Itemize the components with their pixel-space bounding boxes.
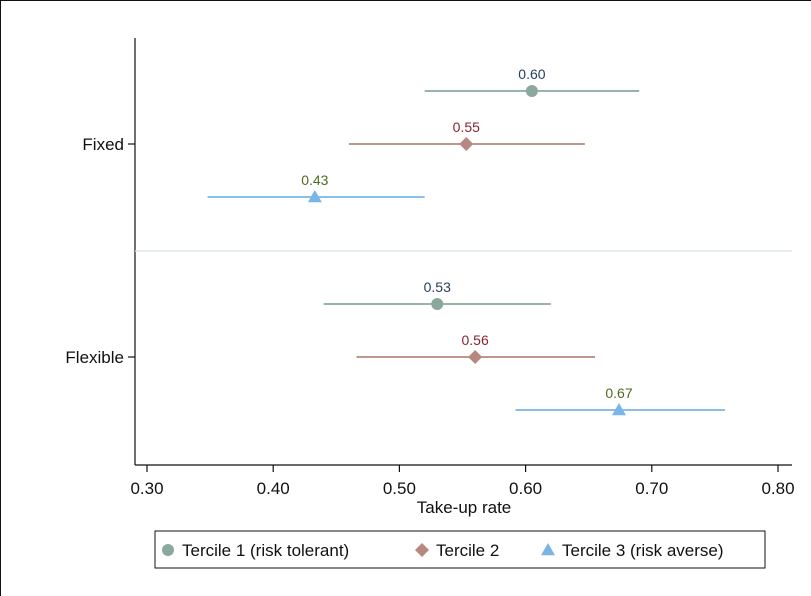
diamond-marker xyxy=(459,137,474,151)
x-tick-label: 0.40 xyxy=(257,479,290,498)
legend-items: Tercile 1 (risk tolerant) Tercile 2 Tercil… xyxy=(162,541,724,560)
data-label: 0.43 xyxy=(301,172,328,188)
legend-triangle-marker xyxy=(541,543,555,556)
x-tick-label: 0.70 xyxy=(635,479,668,498)
data-label: 0.60 xyxy=(518,66,545,82)
legend-label: Tercile 3 (risk averse) xyxy=(562,541,724,560)
series-1: 0.60 0.53 xyxy=(323,66,640,310)
legend-circle-marker xyxy=(162,544,174,556)
legend: Tercile 1 (risk tolerant) Tercile 2 Tercil… xyxy=(154,530,766,569)
legend-label: Tercile 2 xyxy=(436,541,499,560)
x-tick-label: 0.80 xyxy=(761,479,794,498)
y-ticks: Fixed Flexible xyxy=(65,135,135,367)
series-3: 0.43 0.67 xyxy=(207,172,725,416)
y-tick-label-flexible: Flexible xyxy=(65,348,124,367)
x-tick-label: 0.50 xyxy=(383,479,416,498)
x-ticks: 0.30 0.40 0.50 0.60 0.70 0.80 xyxy=(130,465,795,498)
triangle-marker xyxy=(307,190,322,203)
y-tick-label-fixed: Fixed xyxy=(82,135,124,154)
x-tick-label: 0.60 xyxy=(509,479,542,498)
data-label: 0.67 xyxy=(605,385,632,401)
circle-marker xyxy=(431,298,444,310)
x-axis-title: Take-up rate xyxy=(417,498,512,517)
axes xyxy=(134,38,792,466)
x-tick-label: 0.30 xyxy=(130,479,163,498)
series-2: 0.55 0.56 xyxy=(348,119,596,364)
legend-box xyxy=(154,530,766,569)
triangle-marker xyxy=(611,403,626,416)
data-label: 0.56 xyxy=(461,332,488,348)
data-label: 0.53 xyxy=(424,279,451,295)
circle-marker xyxy=(525,85,538,97)
data-label: 0.55 xyxy=(453,119,480,135)
series-layer: 0.60 0.53 0.55 0.56 0.43 0.67 xyxy=(207,66,725,416)
legend-diamond-marker xyxy=(415,543,429,557)
diamond-marker xyxy=(468,350,483,364)
legend-label: Tercile 1 (risk tolerant) xyxy=(182,541,349,560)
